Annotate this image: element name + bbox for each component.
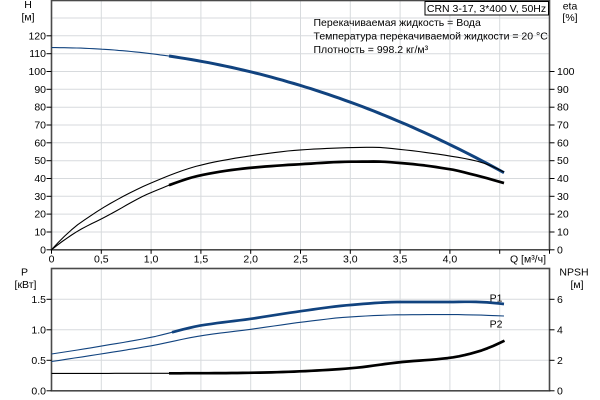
svg-text:80: 80 bbox=[34, 102, 46, 114]
svg-text:100: 100 bbox=[28, 66, 46, 78]
svg-text:0,5: 0,5 bbox=[94, 254, 109, 266]
svg-text:Температура перекачиваемой жид: Температура перекачиваемой жидкости = 20… bbox=[314, 31, 549, 43]
svg-text:[м]: [м] bbox=[21, 12, 34, 24]
svg-text:90: 90 bbox=[34, 84, 46, 96]
svg-text:60: 60 bbox=[34, 137, 46, 149]
svg-text:P1: P1 bbox=[490, 292, 503, 304]
svg-text:3,0: 3,0 bbox=[343, 254, 358, 266]
svg-text:80: 80 bbox=[557, 102, 569, 114]
svg-text:120: 120 bbox=[28, 30, 46, 42]
svg-text:2: 2 bbox=[557, 355, 563, 367]
svg-text:6: 6 bbox=[557, 294, 563, 306]
svg-text:2,5: 2,5 bbox=[293, 254, 308, 266]
svg-text:Перекачиваемая жидкость = Вода: Перекачиваемая жидкость = Вода bbox=[314, 17, 481, 29]
svg-text:20: 20 bbox=[34, 209, 46, 221]
svg-text:60: 60 bbox=[557, 137, 569, 149]
svg-text:4: 4 bbox=[557, 324, 563, 336]
svg-text:[м]: [м] bbox=[570, 279, 583, 291]
svg-text:NPSH: NPSH bbox=[559, 267, 588, 279]
svg-text:1.0: 1.0 bbox=[31, 324, 46, 336]
svg-text:3,5: 3,5 bbox=[393, 254, 408, 266]
svg-text:10: 10 bbox=[557, 227, 569, 239]
svg-text:30: 30 bbox=[34, 191, 46, 203]
svg-text:P2: P2 bbox=[490, 319, 503, 331]
svg-text:Плотность = 998.2 кг/м³: Плотность = 998.2 кг/м³ bbox=[314, 44, 429, 56]
svg-text:40: 40 bbox=[34, 173, 46, 185]
svg-text:100: 100 bbox=[557, 66, 575, 78]
svg-text:4,0: 4,0 bbox=[443, 254, 458, 266]
svg-text:0: 0 bbox=[49, 254, 55, 266]
svg-text:1,5: 1,5 bbox=[194, 254, 209, 266]
svg-text:CRN 3-17, 3*400 V, 50Hz: CRN 3-17, 3*400 V, 50Hz bbox=[427, 3, 546, 15]
svg-text:eta: eta bbox=[563, 1, 578, 13]
svg-text:70: 70 bbox=[34, 120, 46, 132]
svg-text:1.5: 1.5 bbox=[31, 294, 46, 306]
svg-text:0: 0 bbox=[557, 385, 563, 397]
svg-text:[кВт]: [кВт] bbox=[15, 279, 37, 291]
svg-text:1,0: 1,0 bbox=[144, 254, 159, 266]
svg-text:0.0: 0.0 bbox=[31, 385, 46, 397]
svg-text:0: 0 bbox=[557, 244, 563, 256]
svg-text:[%]: [%] bbox=[562, 12, 577, 24]
svg-text:110: 110 bbox=[29, 48, 46, 60]
svg-text:0.5: 0.5 bbox=[31, 355, 46, 367]
svg-text:2,0: 2,0 bbox=[243, 254, 258, 266]
svg-text:50: 50 bbox=[557, 155, 569, 167]
svg-text:10: 10 bbox=[34, 227, 46, 239]
svg-text:20: 20 bbox=[557, 209, 569, 221]
svg-text:90: 90 bbox=[557, 84, 569, 96]
svg-text:40: 40 bbox=[557, 173, 569, 185]
svg-text:P: P bbox=[21, 267, 28, 279]
svg-text:0: 0 bbox=[40, 244, 46, 256]
svg-text:70: 70 bbox=[557, 120, 569, 132]
svg-text:Q [м³/ч]: Q [м³/ч] bbox=[510, 254, 546, 266]
svg-text:50: 50 bbox=[34, 155, 46, 167]
svg-text:H: H bbox=[24, 0, 32, 11]
svg-text:30: 30 bbox=[557, 191, 569, 203]
